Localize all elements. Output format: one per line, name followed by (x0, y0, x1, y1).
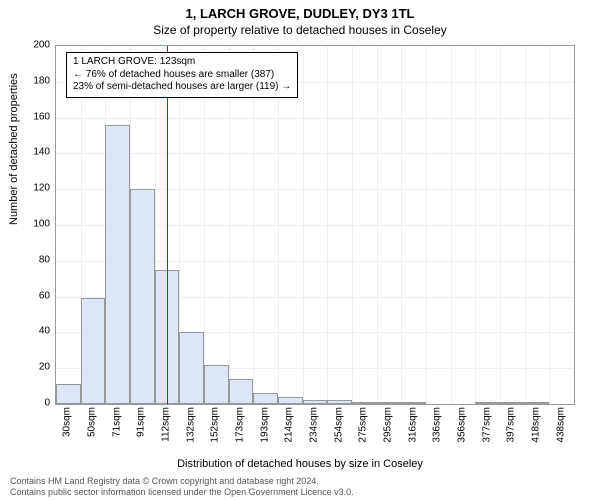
y-tick: 160 (0, 111, 50, 122)
annotation-box: 1 LARCH GROVE: 123sqm ← 76% of detached … (66, 52, 298, 98)
gridline-v (401, 46, 402, 404)
x-tick: 50sqm (87, 407, 98, 437)
bar (130, 189, 155, 404)
x-tick: 418sqm (531, 407, 542, 443)
y-tick: 20 (0, 362, 50, 373)
footer-line-2: Contains public sector information licen… (10, 487, 590, 498)
y-tick: 80 (0, 254, 50, 265)
bar (500, 402, 525, 404)
gridline-v (229, 46, 230, 404)
bar (401, 402, 426, 404)
annot-line-2: ← 76% of detached houses are smaller (38… (73, 69, 291, 82)
x-tick: 234sqm (309, 407, 320, 443)
gridline-v (303, 46, 304, 404)
gridline-v (525, 46, 526, 404)
x-axis-label: Distribution of detached houses by size … (0, 458, 600, 470)
gridline-v (352, 46, 353, 404)
gridline-v (426, 46, 427, 404)
bar (105, 125, 130, 404)
x-tick: 152sqm (210, 407, 221, 443)
x-tick: 112sqm (161, 407, 172, 442)
bar (303, 400, 328, 404)
gridline-v (451, 46, 452, 404)
bar (352, 402, 377, 404)
bar (229, 379, 254, 404)
bar (327, 400, 352, 404)
annot-line-3: 23% of semi-detached houses are larger (… (73, 81, 291, 94)
x-tick: 254sqm (333, 407, 344, 443)
y-tick: 120 (0, 183, 50, 194)
x-tick: 377sqm (481, 407, 492, 443)
plot-area: 1 LARCH GROVE: 123sqm ← 76% of detached … (55, 45, 575, 405)
y-tick: 0 (0, 398, 50, 409)
bar (278, 397, 303, 404)
x-tick: 316sqm (407, 407, 418, 443)
x-tick: 295sqm (383, 407, 394, 443)
gridline-v (327, 46, 328, 404)
bar (525, 402, 550, 404)
x-tick: 91sqm (136, 407, 147, 437)
x-tick: 71sqm (111, 407, 122, 437)
x-tick: 214sqm (284, 407, 295, 443)
gridline-v (278, 46, 279, 404)
footer: Contains HM Land Registry data © Crown c… (10, 476, 590, 498)
x-tick: 173sqm (235, 407, 246, 443)
bar (377, 402, 402, 404)
footer-line-1: Contains HM Land Registry data © Crown c… (10, 476, 590, 487)
gridline-v (500, 46, 501, 404)
reference-line (167, 46, 168, 404)
gridline-v (204, 46, 205, 404)
bar (81, 298, 106, 404)
gridline-h (56, 153, 574, 154)
y-tick: 100 (0, 219, 50, 230)
gridline-v (549, 46, 550, 404)
bar (253, 393, 278, 404)
chart-container: 1, LARCH GROVE, DUDLEY, DY3 1TL Size of … (0, 0, 600, 500)
x-tick: 397sqm (506, 407, 517, 443)
bar (204, 365, 229, 404)
gridline-v (475, 46, 476, 404)
bar (179, 332, 204, 404)
gridline-v (377, 46, 378, 404)
x-tick: 336sqm (432, 407, 443, 443)
x-tick: 30sqm (62, 407, 73, 437)
bar (56, 384, 81, 404)
y-tick: 180 (0, 75, 50, 86)
chart-subtitle: Size of property relative to detached ho… (0, 21, 600, 37)
bar (475, 402, 500, 404)
annot-line-1: 1 LARCH GROVE: 123sqm (73, 56, 291, 69)
y-tick: 200 (0, 40, 50, 51)
y-tick: 40 (0, 326, 50, 337)
y-tick: 60 (0, 290, 50, 301)
gridline-h (56, 118, 574, 119)
chart-title: 1, LARCH GROVE, DUDLEY, DY3 1TL (0, 0, 600, 21)
y-tick: 140 (0, 147, 50, 158)
x-tick: 132sqm (185, 407, 196, 443)
x-tick: 275sqm (358, 407, 369, 443)
x-tick: 356sqm (457, 407, 468, 443)
gridline-v (253, 46, 254, 404)
x-tick: 193sqm (259, 407, 270, 443)
x-tick: 438sqm (555, 407, 566, 443)
